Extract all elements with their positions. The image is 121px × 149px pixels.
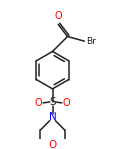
Text: O: O	[35, 98, 42, 108]
Text: O: O	[54, 11, 62, 21]
Text: O: O	[63, 98, 70, 108]
Text: N: N	[49, 112, 56, 122]
Text: S: S	[49, 97, 56, 107]
Text: Br: Br	[86, 37, 96, 46]
Text: O: O	[48, 140, 57, 149]
